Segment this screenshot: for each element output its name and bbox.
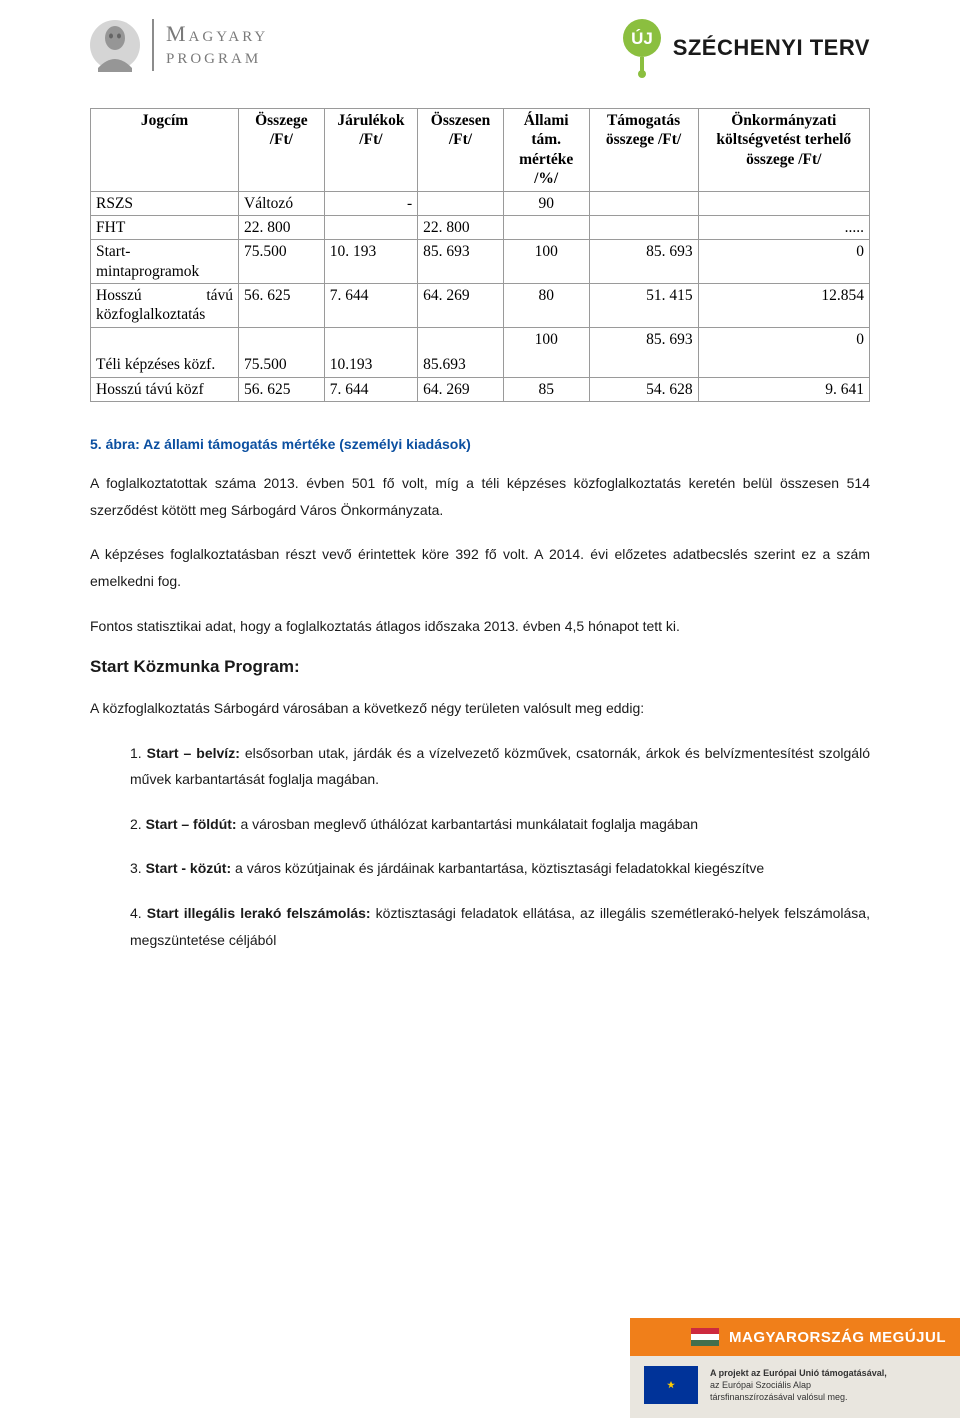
eu-flag-icon bbox=[644, 1366, 698, 1404]
paragraph-1: A foglalkoztatottak száma 2013. évben 50… bbox=[90, 470, 870, 523]
footer-line2: az Európai Szociális Alap bbox=[710, 1379, 887, 1391]
section-heading: Start Közmunka Program: bbox=[90, 657, 870, 677]
page-footer: MAGYARORSZÁG MEGÚJUL A projekt az Európa… bbox=[630, 1318, 960, 1418]
footer-top-text: MAGYARORSZÁG MEGÚJUL bbox=[729, 1329, 946, 1346]
table-cell: 10.193 bbox=[324, 327, 417, 377]
table-cell: 7. 644 bbox=[324, 284, 417, 328]
table-cell: 10. 193 bbox=[324, 240, 417, 284]
table-cell: 56. 625 bbox=[239, 284, 325, 328]
list-item: 4. Start illegális lerakó felszámolás: k… bbox=[130, 900, 870, 953]
table-cell: Változó bbox=[239, 191, 325, 215]
table-row: FHT22. 80022. 800..... bbox=[91, 215, 870, 239]
program-list: 1. Start – belvíz: elsősorban utak, járd… bbox=[90, 740, 870, 954]
table-cell: 85. 693 bbox=[589, 327, 698, 377]
table-cell: 0 bbox=[698, 240, 869, 284]
table-cell: 100 bbox=[503, 240, 589, 284]
table-cell: 85. 693 bbox=[418, 240, 504, 284]
table-header: Összesen /Ft/ bbox=[418, 109, 504, 192]
figure-caption: 5. ábra: Az állami támogatás mértéke (sz… bbox=[90, 436, 870, 452]
table-cell: 54. 628 bbox=[589, 377, 698, 401]
table-cell: 64. 269 bbox=[418, 284, 504, 328]
paragraph-3: Fontos statisztikai adat, hogy a foglalk… bbox=[90, 613, 870, 640]
table-cell: 22. 800 bbox=[239, 215, 325, 239]
table-cell: Start-mintaprogramok bbox=[91, 240, 239, 284]
list-item: 1. Start – belvíz: elsősorban utak, járd… bbox=[130, 740, 870, 793]
table-cell bbox=[698, 191, 869, 215]
support-table: JogcímÖsszege /Ft/Járulékok /Ft/Összesen… bbox=[90, 108, 870, 402]
logo-right: ÚJ SZÉCHENYI TERV bbox=[619, 18, 870, 78]
portrait-icon bbox=[90, 18, 140, 72]
table-cell: 85 bbox=[503, 377, 589, 401]
table-cell: - bbox=[324, 191, 417, 215]
table-cell: 9. 641 bbox=[698, 377, 869, 401]
list-intro: A közfoglalkoztatás Sárbogárd városában … bbox=[90, 695, 870, 722]
paragraph-2: A képzéses foglalkoztatásban részt vevő … bbox=[90, 541, 870, 594]
hungary-flag-icon bbox=[691, 1328, 719, 1346]
table-row: Start-mintaprogramok75.50010. 19385. 693… bbox=[91, 240, 870, 284]
table-cell: 85. 693 bbox=[589, 240, 698, 284]
list-item: 3. Start - közút: a város közútjainak és… bbox=[130, 855, 870, 882]
table-cell bbox=[418, 191, 504, 215]
table-cell: 100 bbox=[503, 327, 589, 377]
table-cell: 75.500 bbox=[239, 327, 325, 377]
table-cell: 56. 625 bbox=[239, 377, 325, 401]
szechenyi-text: SZÉCHENYI TERV bbox=[673, 35, 870, 61]
table-cell: 0 bbox=[698, 327, 869, 377]
table-cell bbox=[324, 215, 417, 239]
table-cell: 80 bbox=[503, 284, 589, 328]
table-cell: 12.854 bbox=[698, 284, 869, 328]
table-header: Támogatás összege /Ft/ bbox=[589, 109, 698, 192]
table-header: Járulékok /Ft/ bbox=[324, 109, 417, 192]
table-cell bbox=[589, 191, 698, 215]
table-cell: 75.500 bbox=[239, 240, 325, 284]
logo-divider bbox=[152, 19, 154, 71]
footer-line1: A projekt az Európai Unió támogatásával, bbox=[710, 1367, 887, 1379]
logo-left-text: Magyary program bbox=[166, 23, 268, 67]
svg-text:ÚJ: ÚJ bbox=[631, 29, 653, 48]
table-cell: 22. 800 bbox=[418, 215, 504, 239]
footer-line3: társfinanszírozásával valósul meg. bbox=[710, 1391, 887, 1403]
logo-line1: Magyary bbox=[166, 23, 268, 45]
table-cell: 90 bbox=[503, 191, 589, 215]
table-cell: Hosszú távú közf bbox=[91, 377, 239, 401]
table-cell bbox=[589, 215, 698, 239]
table-row: Hosszú távú közf56. 6257. 64464. 2698554… bbox=[91, 377, 870, 401]
uj-badge-icon: ÚJ bbox=[619, 18, 665, 78]
footer-bottom-text: A projekt az Európai Unió támogatásával,… bbox=[710, 1367, 887, 1403]
list-item: 2. Start – földút: a városban meglevő út… bbox=[130, 811, 870, 838]
table-cell: RSZS bbox=[91, 191, 239, 215]
table-cell: 51. 415 bbox=[589, 284, 698, 328]
table-cell: 7. 644 bbox=[324, 377, 417, 401]
footer-top: MAGYARORSZÁG MEGÚJUL bbox=[630, 1318, 960, 1356]
table-row: Téli képzéses közf.75.50010.19385.693100… bbox=[91, 327, 870, 377]
table-row: RSZSVáltozó- 90 bbox=[91, 191, 870, 215]
table-header: Jogcím bbox=[91, 109, 239, 192]
table-cell: 85.693 bbox=[418, 327, 504, 377]
table-cell: ..... bbox=[698, 215, 869, 239]
logo-line2: program bbox=[166, 45, 268, 67]
page-header: Magyary program ÚJ SZÉCHENYI TERV bbox=[90, 18, 870, 78]
table-header: Állami tám. mértéke /%/ bbox=[503, 109, 589, 192]
table-cell: FHT bbox=[91, 215, 239, 239]
footer-bottom: A projekt az Európai Unió támogatásával,… bbox=[630, 1356, 960, 1418]
table-header: Összege /Ft/ bbox=[239, 109, 325, 192]
table-cell bbox=[503, 215, 589, 239]
table-row: Hosszútávúközfoglalkoztatás56. 6257. 644… bbox=[91, 284, 870, 328]
table-cell: Téli képzéses közf. bbox=[91, 327, 239, 377]
logo-left: Magyary program bbox=[90, 18, 268, 72]
table-cell: 64. 269 bbox=[418, 377, 504, 401]
table-cell: Hosszútávúközfoglalkoztatás bbox=[91, 284, 239, 328]
table-header: Önkormányzati költségvetést terhelő össz… bbox=[698, 109, 869, 192]
